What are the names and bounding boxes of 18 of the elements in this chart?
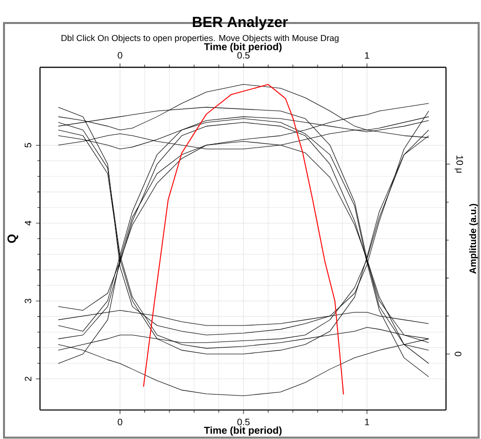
y2-tick-label: 10 μ — [454, 156, 464, 173]
x2-tick-label: 0 — [118, 52, 122, 59]
y-tick-label: 5 — [24, 143, 32, 148]
chart-title: BER Analyzer — [192, 16, 288, 30]
x2-axis-title: Time (bit period) — [204, 42, 282, 52]
x2-tick-label: 1 — [365, 52, 370, 59]
y-tick-label: 3 — [24, 298, 32, 304]
x-tick-label: 1 — [365, 418, 370, 426]
y2-tick-label: 0 — [454, 352, 462, 356]
x-tick-label: 0 — [118, 418, 122, 426]
y-tick-label: 2 — [24, 376, 32, 381]
x-tick-label: 0.5 — [237, 418, 250, 426]
chart-subtitle: Dbl Click On Objects to open properties. Move Objects with Mouse Drag — [62, 34, 339, 43]
y-tick-label: 4 — [24, 220, 32, 226]
x-axis-title: Time (bit period) — [204, 426, 282, 436]
y-axis-title: Q — [7, 234, 18, 243]
y2-axis-title: Amplitude (a.u.) — [469, 204, 478, 274]
x2-tick-label: 0.5 — [237, 52, 250, 59]
